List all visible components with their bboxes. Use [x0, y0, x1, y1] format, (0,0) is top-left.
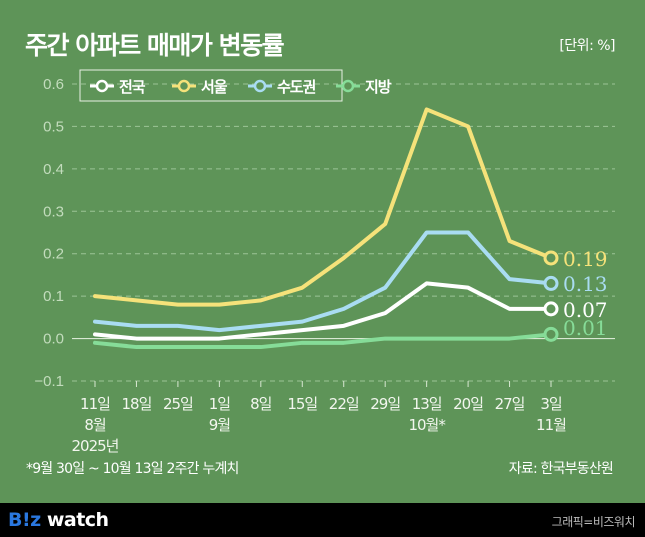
x-tick-label: 11일 [80, 395, 110, 413]
series-line-서울 [93, 107, 553, 307]
logo-watch: watch [40, 509, 109, 531]
footer-bar: B!z watch 그래픽=비즈워치 [0, 503, 645, 537]
x-axis: 11일 18일 25일 1일 8일 15일 22일 29일 13일 20일 27일 3일 8월 9월 10월… [72, 381, 567, 455]
series-lines: 0.07 0.190.13 0.01 [93, 107, 608, 350]
chart-title: 주간 아파트 매매가 변동률 [25, 31, 285, 60]
x-tick-label: 3일 [540, 395, 562, 413]
legend-label: 지방 [365, 78, 392, 96]
y-tick-label: 0.5 [43, 118, 64, 135]
y-tick-label: 0.3 [43, 203, 64, 220]
series-line-지방 [93, 332, 553, 350]
x-tick-label: 27일 [495, 395, 525, 413]
end-marker [543, 250, 559, 266]
y-tick-label: 0.6 [43, 76, 64, 93]
x-tick-label: 29일 [370, 395, 400, 413]
legend-label: 전국 [119, 78, 146, 96]
x-tick-label: 8일 [250, 395, 272, 413]
x-month-label: 8월 [84, 416, 106, 434]
series-line-전국 [93, 281, 553, 341]
legend-marker-icon [95, 79, 109, 93]
line-chart: 0.60.50.40.30.20.10.0−0.1 11일 18일 25일 1일 8일 1… [34, 69, 615, 455]
legend-marker-icon [177, 79, 191, 93]
x-tick-label: 25일 [163, 395, 193, 413]
y-tick-label: 0.1 [43, 288, 64, 305]
x-month-label: 11월 [536, 416, 566, 434]
end-marker [543, 326, 559, 342]
x-tick-label: 13일 [412, 395, 442, 413]
end-marker [543, 275, 559, 291]
legend-label: 서울 [201, 78, 228, 96]
end-value-label: 0.07 [563, 298, 608, 322]
x-tick-label: 22일 [329, 395, 359, 413]
graphic-credit: 그래픽=비즈워치 [551, 515, 636, 529]
legend-label: 수도권 [277, 78, 316, 96]
x-tick-label: 20일 [453, 395, 483, 413]
x-year-label: 2025년 [72, 437, 119, 455]
unit-label: [단위: %] [559, 38, 615, 54]
y-tick-label: −0.1 [34, 373, 64, 390]
bizwatch-logo: B!z watch [8, 509, 109, 531]
x-tick-label: 1일 [209, 395, 231, 413]
y-tick-label: 0.0 [43, 331, 64, 348]
y-axis: 0.6 0.5 0.4 0.3 0.2 0.1 0.0 −0.1 [34, 76, 64, 390]
x-month-label: 10월* [408, 416, 446, 434]
x-month-label: 9월 [209, 416, 231, 434]
x-tick-label: 15일 [287, 395, 317, 413]
legend-marker-icon [253, 79, 267, 93]
logo-biz: B!z [8, 509, 41, 531]
legend-marker-icon [341, 79, 355, 93]
y-tick-label: 0.2 [43, 246, 64, 263]
footnote: *9월 30일 ~ 10월 13일 2주간 누계치 [26, 461, 239, 477]
end-value-label: 0.13 [563, 272, 608, 296]
end-value-label: 0.01 [563, 316, 608, 340]
legend: 전국 서울 수도권 지방 [79, 69, 393, 102]
x-tick-label: 18일 [122, 395, 152, 413]
source-label: 자료: 한국부동산원 [508, 461, 614, 477]
series-line-수도권 [93, 230, 553, 333]
end-marker [543, 301, 559, 317]
end-value-label: 0.19 [563, 247, 608, 271]
y-tick-label: 0.4 [43, 161, 64, 178]
